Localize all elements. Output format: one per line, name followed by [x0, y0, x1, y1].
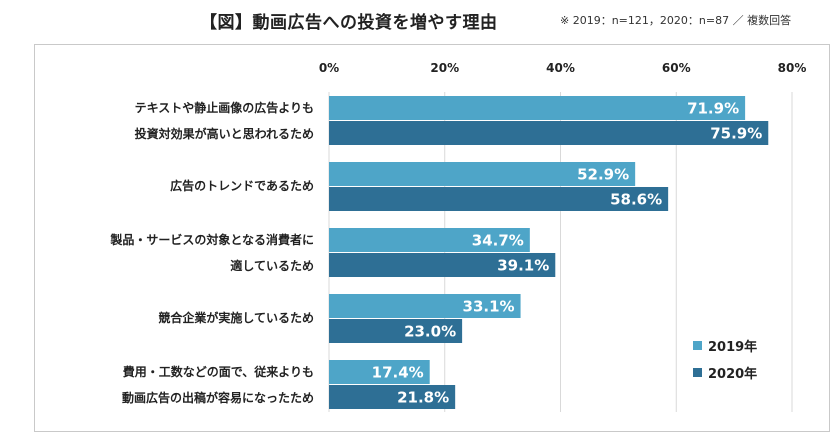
x-tick-label: 0% — [319, 61, 339, 75]
bar-2020 — [329, 253, 556, 277]
legend-swatch-2019 — [693, 341, 702, 350]
data-label: 75.9% — [710, 125, 762, 143]
bar-2019 — [329, 96, 746, 120]
data-label: 52.9% — [577, 166, 629, 184]
bar-2019 — [329, 294, 521, 318]
x-tick-label: 20% — [430, 61, 459, 75]
category-label: 費用・工数などの面で、従来よりも — [123, 364, 314, 379]
category-label: 広告のトレンドであるため — [170, 178, 314, 193]
legend-label-2020: 2020年 — [708, 366, 757, 382]
x-tick-label: 40% — [546, 61, 575, 75]
data-label: 23.0% — [404, 323, 456, 341]
chart-title: 【図】動画広告への投資を増やす理由 — [200, 13, 498, 33]
category-label: 製品・サービスの対象となる消費者に — [109, 232, 314, 247]
data-label: 21.8% — [397, 389, 449, 407]
bar-2019 — [329, 360, 430, 384]
bar-2019 — [329, 228, 530, 252]
bar-2020 — [329, 187, 669, 211]
x-tick-label: 80% — [778, 61, 807, 75]
data-label: 58.6% — [610, 191, 662, 209]
legend-label-2019: 2019年 — [708, 339, 757, 355]
category-label: テキストや静止画像の広告よりも — [135, 100, 314, 115]
bar-2020 — [329, 319, 463, 343]
bar-2020 — [329, 121, 769, 145]
category-label: 適しているため — [230, 258, 314, 273]
data-label: 71.9% — [687, 100, 739, 118]
category-label: 動画広告の出稿が容易になったため — [122, 390, 314, 405]
category-label: 競合企業が実施しているため — [158, 310, 314, 325]
data-label: 17.4% — [372, 364, 424, 382]
bar-2020 — [329, 385, 456, 409]
data-label: 33.1% — [463, 298, 515, 316]
category-label: 投資対効果が高いと思われるため — [135, 126, 314, 141]
data-label: 39.1% — [497, 257, 549, 275]
x-tick-label: 60% — [662, 61, 691, 75]
chart-frame — [34, 44, 830, 432]
sample-note: ※ 2019：n=121，2020：n=87 ／ 複数回答 — [560, 14, 792, 27]
bar-2019 — [329, 162, 636, 186]
data-label: 34.7% — [472, 232, 524, 250]
legend-swatch-2020 — [693, 368, 702, 377]
